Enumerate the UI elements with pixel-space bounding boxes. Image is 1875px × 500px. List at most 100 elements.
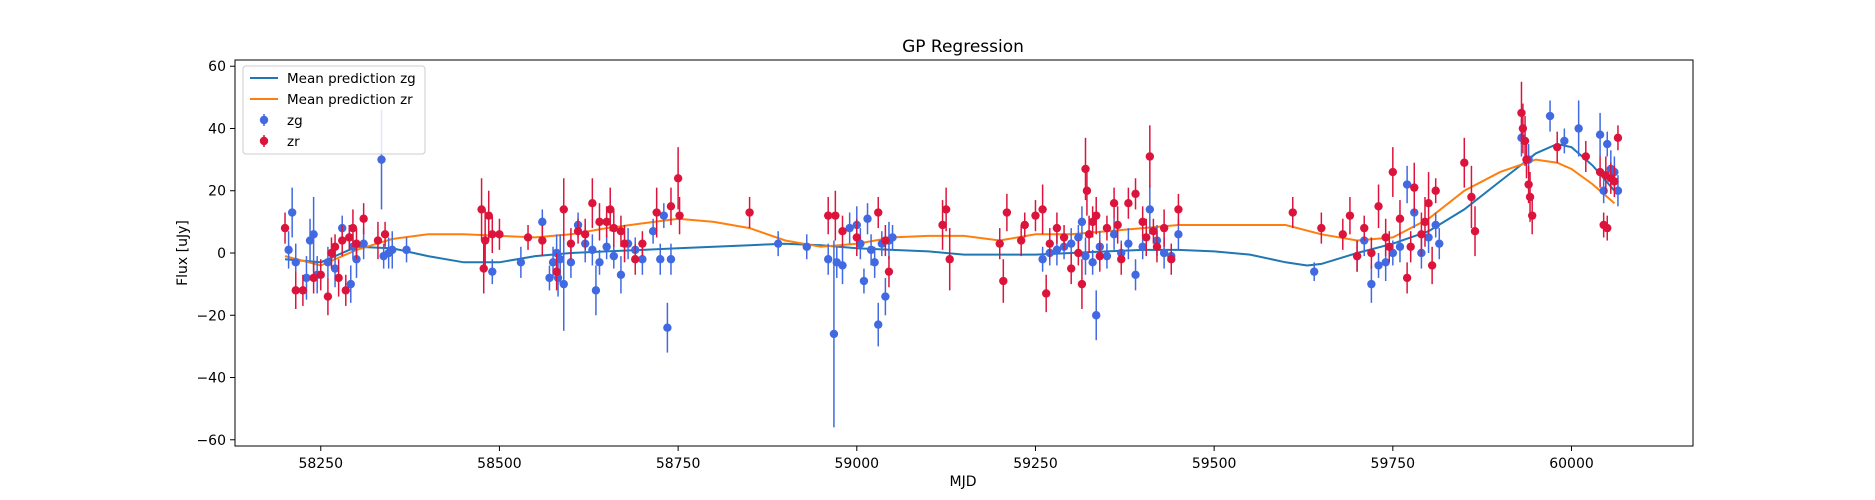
data-point-zr (638, 239, 647, 248)
data-point-zr (1352, 251, 1362, 261)
data-point-zg (1374, 261, 1383, 270)
data-point-zr (323, 292, 333, 301)
data-point-zr (1388, 167, 1398, 177)
data-point-zg (1124, 239, 1133, 248)
data-point-zg (881, 292, 890, 301)
data-point-zr (1367, 248, 1376, 258)
data-point-zg (1424, 233, 1433, 242)
data-point-zr (1525, 192, 1535, 202)
y-tick-label: 20 (208, 184, 226, 200)
data-point-zr (538, 236, 547, 245)
data-point-zg (859, 276, 869, 286)
data-point-zr (581, 230, 590, 239)
data-point-zr (1395, 214, 1405, 223)
data-point-zg (538, 217, 547, 227)
data-point-zr (1427, 261, 1437, 270)
data-point-zg (1052, 245, 1062, 255)
data-point-zg (377, 155, 386, 164)
y-axis-label: Flux [uJy] (175, 220, 191, 286)
data-point-zr (316, 270, 325, 279)
data-point-zg (287, 208, 297, 217)
y-tick-label: −20 (196, 308, 226, 324)
data-point-zg (866, 245, 876, 255)
data-point-zr (488, 230, 497, 239)
data-point-zr (479, 264, 488, 273)
data-point-zg (656, 255, 665, 264)
data-point-zr (1520, 136, 1530, 146)
data-point-zr (1152, 242, 1162, 251)
data-point-zr (838, 227, 847, 236)
data-point-zr (1149, 227, 1158, 236)
data-point-zg (595, 258, 604, 267)
data-point-zg (402, 245, 411, 255)
y-tick-label: −40 (196, 371, 226, 387)
data-point-zg (559, 279, 568, 289)
data-point-zr (1424, 198, 1433, 208)
data-point-zg (1613, 186, 1623, 195)
x-tick-label: 58250 (298, 456, 343, 472)
data-point-zr (1159, 223, 1169, 233)
x-tick-label: 59750 (1371, 456, 1416, 472)
data-point-zg (1145, 205, 1155, 214)
data-point-zr (338, 236, 347, 245)
data-point-zg (1545, 111, 1555, 121)
data-point-zr (1131, 189, 1140, 199)
data-point-zr (348, 223, 358, 233)
series-zg (284, 100, 1623, 428)
data-point-zg (638, 255, 647, 264)
data-point-zg (588, 245, 597, 255)
data-point-zr (1052, 223, 1062, 233)
legend-label-zg: zg (287, 113, 303, 129)
data-point-zr (620, 239, 629, 248)
data-point-zr (1581, 152, 1590, 161)
data-point-zg (566, 258, 576, 267)
data-point-zr (1381, 233, 1390, 242)
data-point-zg (1402, 180, 1412, 189)
data-point-zg (802, 242, 811, 251)
x-axis: 58250 58500 58750 59000 59250 59500 59750 60000 (298, 446, 1594, 472)
data-point-zr (1102, 223, 1112, 233)
data-point-zr (1410, 183, 1419, 192)
data-point-zr (1074, 248, 1083, 258)
data-point-zr (484, 211, 493, 220)
data-point-zg (829, 329, 839, 339)
x-tick-label: 59000 (835, 456, 880, 472)
x-tick-label: 60000 (1549, 456, 1594, 472)
data-point-zr (1524, 180, 1533, 189)
data-point-zr (631, 255, 640, 264)
data-point-zr (666, 202, 676, 211)
data-point-zr (1031, 211, 1040, 220)
data-point-zr (1016, 236, 1026, 245)
data-point-zg (1081, 251, 1090, 261)
data-point-zr (999, 276, 1008, 286)
data-point-zr (280, 223, 290, 233)
data-point-zr (341, 286, 350, 295)
data-point-zr (1431, 186, 1440, 195)
data-point-zg (773, 239, 783, 248)
data-point-zr (552, 267, 561, 276)
data-point-zr (1470, 227, 1480, 236)
data-point-zg (1388, 248, 1398, 258)
data-point-zr (1518, 124, 1528, 133)
data-point-zg (1174, 230, 1183, 239)
data-point-zg (663, 323, 672, 332)
x-tick-label: 58500 (477, 456, 522, 472)
data-point-zr (1041, 289, 1051, 298)
data-point-zg (1381, 258, 1390, 267)
data-point-zg (1038, 255, 1047, 264)
data-point-zr (1288, 208, 1297, 217)
data-point-zr (588, 198, 597, 208)
data-point-zr (1059, 233, 1069, 242)
data-point-zg (309, 230, 318, 239)
data-point-zr (881, 236, 890, 245)
data-point-zr (1402, 273, 1412, 283)
data-point-zg (1138, 242, 1147, 251)
data-point-zr (673, 174, 683, 183)
data-point-zr (1338, 230, 1347, 239)
data-point-zr (1174, 205, 1183, 214)
data-point-zr (477, 205, 486, 214)
data-point-zr (595, 217, 604, 227)
data-point-zr (884, 267, 894, 276)
data-point-zg (602, 242, 611, 251)
data-point-zr (652, 208, 661, 217)
